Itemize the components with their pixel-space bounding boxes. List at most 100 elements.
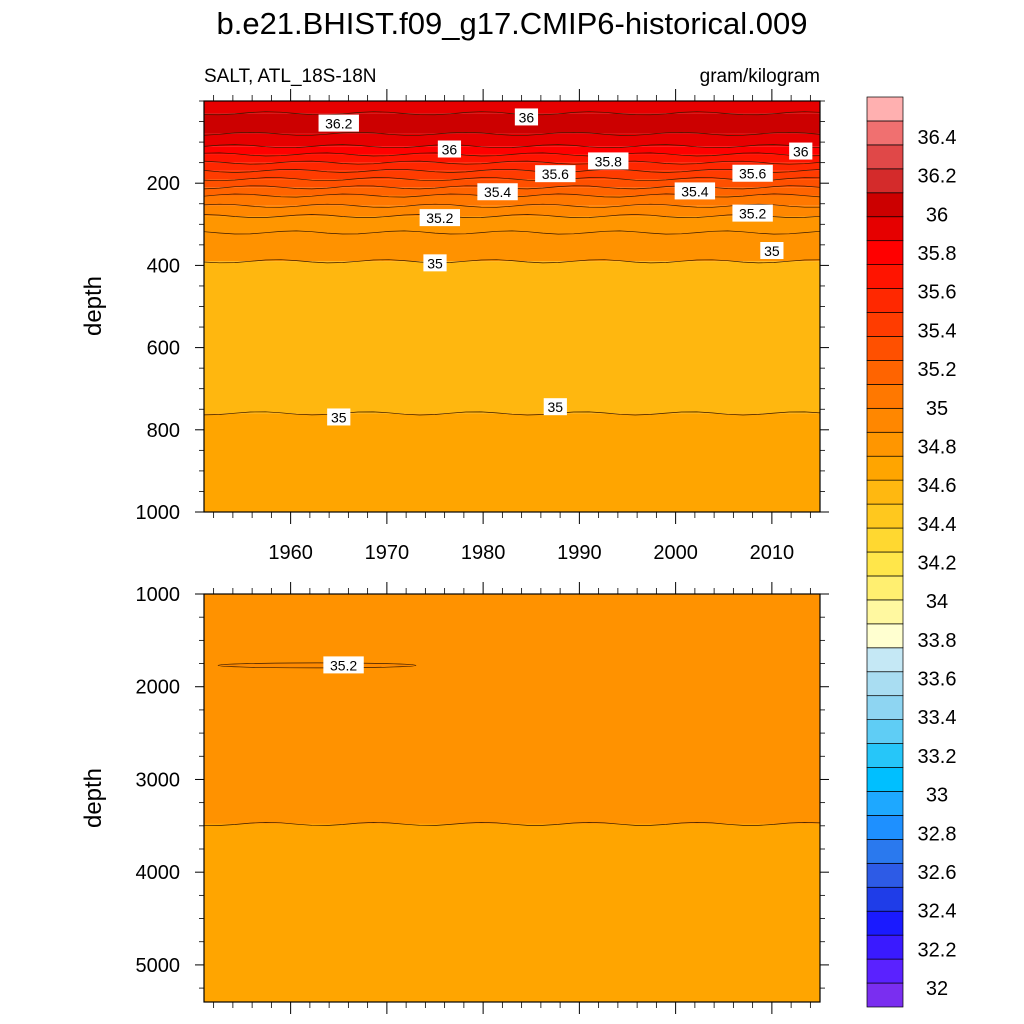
upper-y-tick-label-0: 200 <box>147 173 180 195</box>
colorbar-label-16: 35.2 <box>918 359 957 381</box>
upper-band-3 <box>204 146 820 155</box>
chart-title: b.e21.BHIST.f09_g17.CMIP6-historical.009 <box>216 6 807 41</box>
upper-band-11 <box>204 216 820 233</box>
upper-contour-label-0: 36.2 <box>325 116 352 132</box>
upper-band-10 <box>204 205 820 217</box>
upper-band-9 <box>204 195 820 206</box>
upper-contour-label-9: 35.2 <box>426 210 453 226</box>
upper-band-0 <box>204 101 820 114</box>
upper-contour-label-14: 35 <box>548 399 564 415</box>
x-tick-label-4: 2000 <box>653 542 698 564</box>
x-tick-label-1: 1970 <box>365 542 410 564</box>
lower-contour-label-0: 35.2 <box>330 657 357 673</box>
colorbar-swatch-9 <box>866 767 904 792</box>
upper-band-13 <box>204 261 820 414</box>
upper-contour-label-5: 35.6 <box>542 166 569 182</box>
lower-y-axis-title: depth <box>80 768 107 828</box>
colorbar-swatch-32 <box>866 216 904 242</box>
colorbar-swatch-26 <box>866 360 904 385</box>
colorbar-label-9: 33.8 <box>918 630 957 652</box>
upper-band-7 <box>204 179 820 188</box>
x-tick-label-3: 1990 <box>557 542 602 564</box>
colorbar-swatch-29 <box>866 288 904 313</box>
colorbar-label-3: 32.6 <box>918 862 957 884</box>
upper-band-14 <box>204 413 820 512</box>
upper-contour-label-7: 35.4 <box>484 184 511 200</box>
upper-contour-line-13 <box>203 259 821 264</box>
lower-panel: 35.2 1000 2000 3000 4000 5000 <box>136 582 829 1014</box>
upper-contour-label-12: 35 <box>764 243 780 259</box>
upper-contour-label-box-12 <box>760 242 784 260</box>
colorbar-label-10: 34 <box>926 591 948 613</box>
colorbar-label-14: 34.8 <box>918 436 957 458</box>
lower-y-tick-label-2: 3000 <box>136 769 181 791</box>
upper-contour-label-10: 35.2 <box>739 206 766 222</box>
colorbar-swatch-31 <box>866 240 904 265</box>
x-tick-label-5: 2010 <box>750 542 795 564</box>
colorbar-swatch-34 <box>866 168 904 194</box>
upper-contour-label-8: 35.4 <box>681 183 708 199</box>
colorbar-swatch-11 <box>866 719 904 744</box>
units-label: gram/kilogram <box>700 66 820 87</box>
colorbar-label-1: 32.2 <box>918 939 957 961</box>
colorbar-label-12: 34.4 <box>918 514 957 536</box>
upper-contour-line-3 <box>203 144 821 149</box>
upper-band-4 <box>204 154 820 163</box>
colorbar-swatch-14 <box>866 647 904 673</box>
lower-y-tick-label-0: 1000 <box>136 584 181 606</box>
colorbar-swatch-18 <box>866 551 904 577</box>
upper-contour-label-3: 36 <box>793 144 809 160</box>
x-tick-label-2: 1980 <box>461 542 506 564</box>
colorbar-swatch-3 <box>866 910 904 936</box>
upper-contour-line-11 <box>203 214 821 218</box>
upper-contour-label-6: 35.6 <box>739 166 766 182</box>
lower-y-tick-label-1: 2000 <box>136 677 181 699</box>
upper-band-5 <box>204 162 820 171</box>
variable-label: SALT, ATL_18S-18N <box>204 66 377 87</box>
upper-contour-label-box-6 <box>732 164 773 182</box>
colorbar-swatch-33 <box>866 192 904 218</box>
upper-contour-label-4: 35.8 <box>595 153 622 169</box>
upper-y-axis-title: depth <box>80 276 107 336</box>
colorbar-swatch-17 <box>866 575 904 601</box>
upper-contour-line-12 <box>203 230 821 235</box>
lower-y-tick-label-3: 4000 <box>136 862 181 884</box>
colorbar-swatch-10 <box>866 743 904 768</box>
upper-y-tick-label-4: 1000 <box>136 502 181 524</box>
colorbar-swatch-37 <box>866 96 904 122</box>
colorbar-swatch-25 <box>866 384 904 409</box>
upper-contour-label-box-10 <box>732 204 773 222</box>
colorbar-swatch-16 <box>866 599 904 625</box>
colorbar-swatch-21 <box>866 479 904 505</box>
colorbar-label-11: 34.2 <box>918 553 957 575</box>
colorbar-label-15: 35 <box>926 398 948 420</box>
colorbar-label-5: 33 <box>926 785 948 807</box>
colorbar-swatch-30 <box>866 264 904 289</box>
colorbar-swatch-4 <box>866 886 904 912</box>
colorbar-label-20: 36 <box>926 204 948 226</box>
colorbar-label-22: 36.4 <box>918 127 957 149</box>
colorbar-swatch-20 <box>866 503 904 529</box>
upper-contour-line-2 <box>203 131 821 136</box>
colorbar-swatch-7 <box>866 815 904 840</box>
upper-panel: 36.2 36 36 36 35.8 35.6 35.6 35.4 35.4 35.2 35.2 35… <box>136 89 829 564</box>
upper-y-tick-label-2: 600 <box>147 338 180 360</box>
colorbar-swatch-27 <box>866 336 904 361</box>
colorbar-label-4: 32.8 <box>918 823 957 845</box>
colorbar-swatch-2 <box>866 934 904 960</box>
upper-y-tick-label-3: 800 <box>147 420 180 442</box>
colorbar-label-0: 32 <box>926 978 948 1000</box>
lower-contour-line-1 <box>203 822 821 826</box>
colorbar-label-2: 32.4 <box>918 901 957 923</box>
colorbar: 32 32.2 32.4 32.6 32.8 33 33.2 33.4 33.6 33.8 34 34… <box>866 96 957 1008</box>
colorbar-label-19: 35.8 <box>918 243 957 265</box>
upper-contour-line-14 <box>203 411 821 416</box>
upper-contour-line-7 <box>203 177 821 182</box>
upper-band-2 <box>204 133 820 147</box>
upper-contour-line-5 <box>203 160 821 165</box>
colorbar-swatch-8 <box>866 791 904 816</box>
colorbar-swatch-24 <box>866 407 904 433</box>
upper-contour-label-2: 36 <box>442 141 458 157</box>
colorbar-swatch-5 <box>866 862 904 888</box>
lower-frame <box>203 593 821 1003</box>
